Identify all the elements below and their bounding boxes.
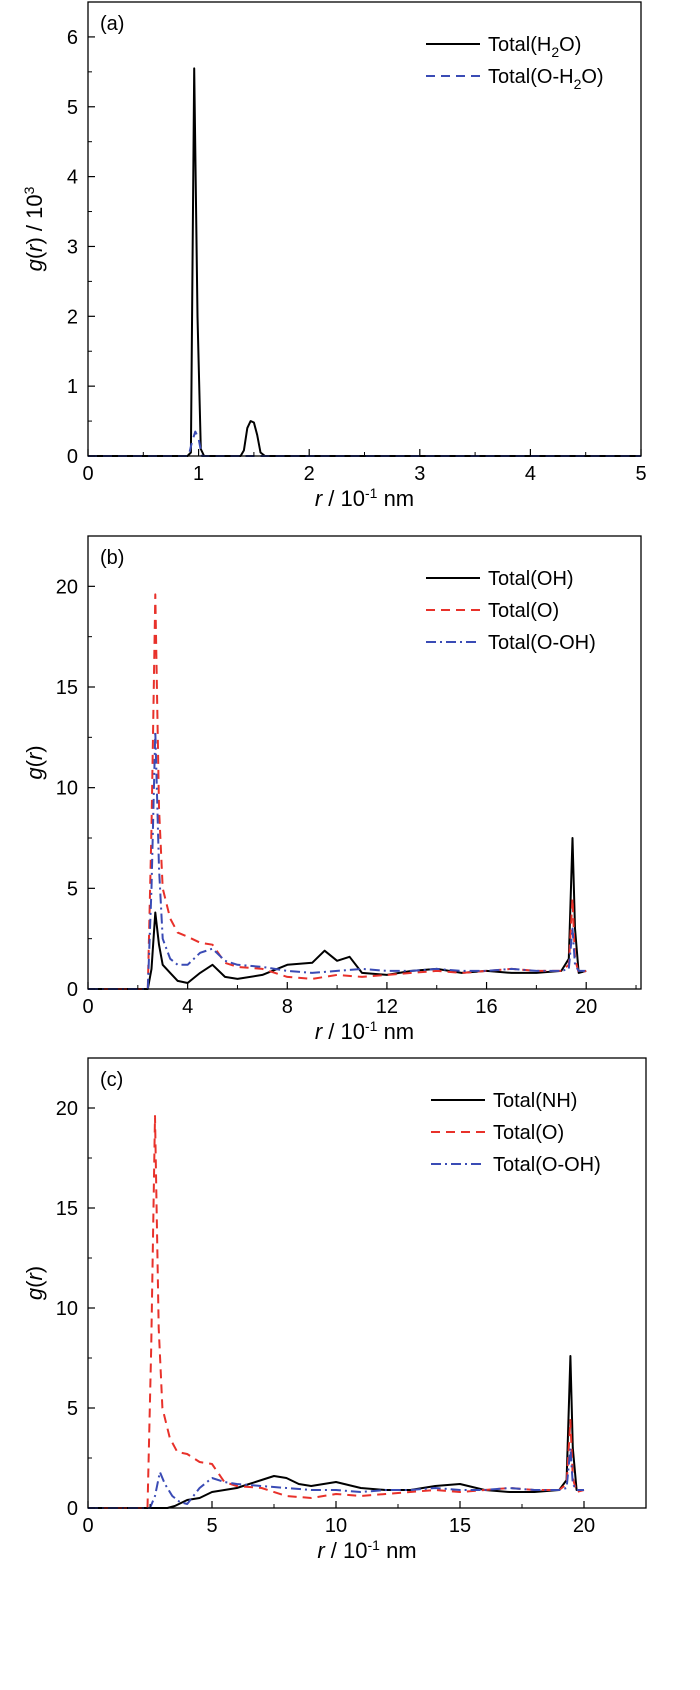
panel-label: (c) — [100, 1069, 123, 1091]
legend: Total(H2O) Total(O-H2O) — [426, 34, 604, 92]
series-line — [88, 1355, 584, 1509]
y-tick-label: 1 — [67, 376, 78, 398]
panel-label: (b) — [100, 547, 124, 569]
x-tick-label: 2 — [304, 463, 315, 485]
x-tick-label: 0 — [82, 463, 93, 485]
y-axis-label: g(r) / 103 — [21, 186, 47, 271]
x-axis-label: r / 10-1 nm — [315, 485, 414, 511]
legend-label: Total(O-H2O) — [488, 66, 604, 92]
x-tick-label: 5 — [206, 1515, 217, 1537]
y-tick-label: 4 — [67, 167, 78, 189]
x-tick-label: 1 — [193, 463, 204, 485]
y-axis-label: g(r) — [22, 745, 47, 779]
x-tick-label: 20 — [573, 1515, 595, 1537]
y-tick-label: 5 — [67, 878, 78, 900]
panel-label: (a) — [100, 13, 124, 35]
x-axis-label: r / 10-1 nm — [315, 1018, 414, 1044]
legend-label: Total(NH) — [493, 1090, 577, 1112]
legend-label: Total(O-OH) — [488, 632, 596, 654]
y-tick-label: 15 — [56, 677, 78, 699]
x-tick-label: 0 — [82, 1515, 93, 1537]
series-line — [88, 730, 587, 990]
legend: Total(OH) Total(O) Total(O-OH) — [426, 568, 596, 654]
x-tick-label: 3 — [414, 463, 425, 485]
x-tick-label: 20 — [575, 996, 597, 1018]
y-tick-label: 2 — [67, 306, 78, 328]
series-line — [88, 1447, 584, 1509]
series-line — [88, 837, 587, 990]
legend-label: Total(H2O) — [488, 34, 581, 60]
x-tick-label: 4 — [182, 996, 193, 1018]
x-tick-label: 16 — [475, 996, 497, 1018]
legend-label: Total(O-OH) — [493, 1154, 601, 1176]
y-tick-label: 0 — [67, 446, 78, 468]
y-tick-label: 5 — [67, 1398, 78, 1420]
y-tick-label: 20 — [56, 576, 78, 598]
x-axis-label: r / 10-1 nm — [317, 1537, 416, 1563]
legend-label: Total(O) — [493, 1122, 564, 1144]
y-tick-label: 0 — [67, 979, 78, 1001]
x-tick-label: 10 — [325, 1515, 347, 1537]
y-tick-label: 10 — [56, 1298, 78, 1320]
chart-panel: 0 1 2 3 4 5 0 1 2 3 4 5 6 (a) r / 10-1 nm g(r) / 103 Tot… — [21, 1, 647, 511]
y-tick-label: 3 — [67, 236, 78, 258]
y-tick-label: 6 — [67, 27, 78, 49]
series-line — [88, 67, 641, 457]
y-tick-label: 15 — [56, 1198, 78, 1220]
x-tick-label: 0 — [82, 996, 93, 1018]
legend-label: Total(OH) — [488, 568, 574, 590]
x-tick-label: 8 — [282, 996, 293, 1018]
y-tick-label: 0 — [67, 1498, 78, 1520]
y-tick-label: 10 — [56, 778, 78, 800]
legend-label: Total(O) — [488, 600, 559, 622]
plot-frame — [87, 535, 642, 990]
plot-frame — [87, 1057, 647, 1509]
chart-panel: 0 4 8 12 16 20 0 5 10 15 20 (b) r / 10-1 nm g(r) Total… — [22, 535, 642, 1044]
y-axis-label: g(r) — [22, 1266, 47, 1300]
y-tick-label: 5 — [67, 97, 78, 119]
y-tick-label: 20 — [56, 1098, 78, 1120]
x-tick-label: 4 — [525, 463, 536, 485]
chart-panel: 0 5 10 15 20 0 5 10 15 20 (c) r / 10-1 nm g(r) Total(… — [22, 1057, 647, 1563]
x-tick-label: 12 — [376, 996, 398, 1018]
legend: Total(NH) Total(O) Total(O-OH) — [431, 1090, 601, 1176]
x-tick-label: 5 — [635, 463, 646, 485]
x-tick-label: 15 — [449, 1515, 471, 1537]
